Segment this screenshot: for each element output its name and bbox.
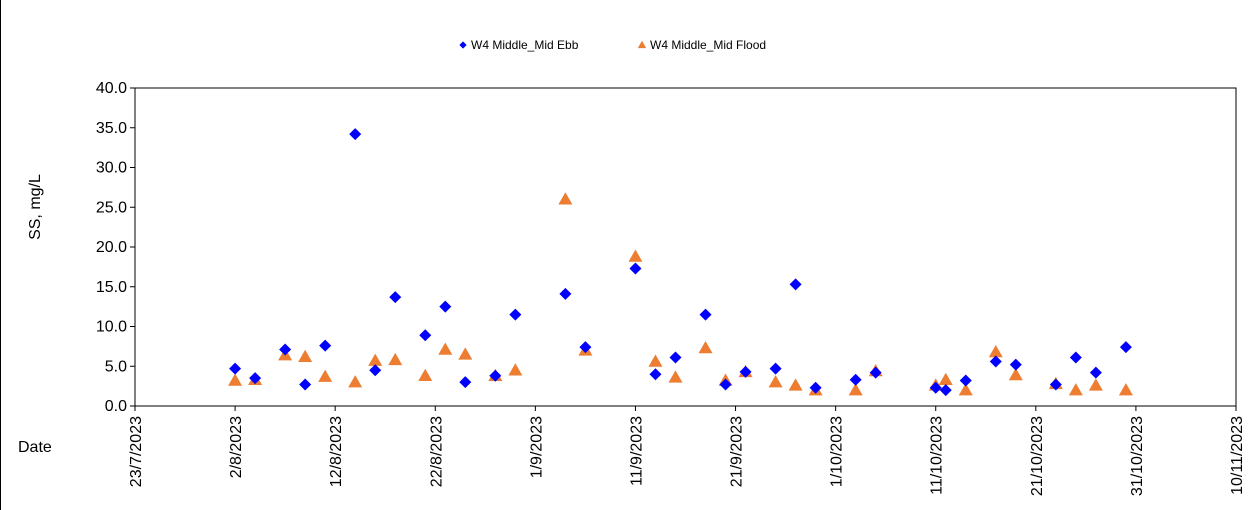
y-tick-label: 40.0: [96, 80, 127, 97]
flood-point-marker: [668, 370, 683, 383]
flood-point-marker: [318, 369, 333, 382]
flood-point-marker: [458, 347, 473, 360]
x-tick-label: 1/9/2023: [528, 416, 545, 478]
y-tick-label: 10.0: [96, 319, 127, 336]
x-tick-label: 31/10/2023: [1129, 416, 1146, 496]
flood-point-marker: [1118, 383, 1133, 396]
flood-point-marker: [958, 383, 973, 396]
ebb-point-marker: [579, 341, 592, 354]
flood-point-marker: [1008, 367, 1023, 381]
ebb-point-marker: [929, 381, 942, 394]
ebb-point-marker: [739, 365, 752, 378]
flood-point-marker: [848, 383, 863, 396]
ebb-point-marker: [1049, 378, 1062, 391]
x-tick-label: 21/9/2023: [729, 416, 746, 487]
ebb-point-marker: [459, 376, 472, 389]
y-tick-label: 15.0: [96, 279, 127, 296]
ebb-point-marker: [389, 291, 402, 304]
flood-point-marker: [368, 353, 383, 366]
ebb-point-marker: [489, 369, 502, 382]
x-axis-label: Date: [18, 439, 52, 456]
flood-point-marker: [1088, 378, 1103, 391]
ebb-point-marker: [939, 384, 952, 397]
y-tick-label: 0.0: [105, 398, 127, 415]
ebb-point-marker: [349, 128, 362, 141]
ebb-point-marker: [989, 355, 1002, 368]
y-tick-label: 25.0: [96, 199, 127, 216]
chart-legend: W4 Middle_Mid Ebb W4 Middle_Mid Flood: [459, 38, 766, 52]
flood-point-marker: [348, 375, 363, 388]
series-mid-ebb: [229, 128, 1132, 397]
ebb-point-marker: [959, 374, 972, 387]
x-tick-label: 23/7/2023: [128, 416, 145, 487]
ebb-point-marker: [1069, 351, 1082, 364]
y-axis: 0.0 5.0 10.0 15.0 20.0 25.0 30.0 35.0 40.0: [96, 80, 135, 415]
flood-point-marker: [508, 363, 523, 376]
x-tick-label: 10/11/2023: [1229, 416, 1246, 495]
data-markers: [228, 128, 1133, 397]
legend-ebb-marker-icon: [459, 41, 467, 49]
y-tick-label: 5.0: [105, 358, 127, 375]
ebb-point-marker: [869, 366, 882, 379]
ebb-point-marker: [669, 351, 682, 364]
ebb-point-marker: [509, 308, 522, 321]
ebb-point-marker: [439, 300, 452, 313]
x-tick-label: 11/9/2023: [628, 416, 645, 486]
ebb-point-marker: [769, 362, 782, 375]
legend-flood-marker-icon: [637, 40, 647, 49]
ebb-point-marker: [279, 343, 292, 356]
frame-left-border: [0, 0, 1, 510]
ebb-point-marker: [419, 329, 432, 342]
y-tick-label: 35.0: [96, 120, 127, 137]
ebb-point-marker: [319, 339, 332, 352]
ebb-point-marker: [649, 368, 662, 381]
ebb-point-marker: [1119, 341, 1132, 354]
x-tick-label: 22/8/2023: [428, 416, 445, 487]
flood-point-marker: [558, 192, 573, 205]
y-tick-label: 30.0: [96, 160, 127, 177]
flood-point-marker: [768, 375, 783, 388]
ebb-point-marker: [369, 364, 382, 377]
flood-point-marker: [388, 352, 403, 366]
ebb-point-marker: [249, 372, 262, 385]
ebb-point-marker: [629, 262, 642, 275]
x-tick-label: 2/8/2023: [228, 416, 245, 478]
flood-point-marker: [438, 342, 453, 355]
flood-point-marker: [698, 340, 713, 354]
legend-flood-label: W4 Middle_Mid Flood: [650, 38, 766, 52]
ebb-point-marker: [1009, 358, 1022, 371]
x-tick-label: 1/10/2023: [829, 416, 846, 487]
x-tick-label: 11/10/2023: [929, 416, 946, 495]
legend-ebb-label: W4 Middle_Mid Ebb: [471, 38, 579, 52]
series-mid-flood: [228, 192, 1133, 396]
ebb-point-marker: [299, 378, 312, 391]
flood-point-marker: [1068, 383, 1083, 396]
x-axis: 23/7/2023 2/8/2023 12/8/2023 22/8/2023 1/9/2…: [128, 406, 1246, 496]
ebb-point-marker: [559, 287, 572, 300]
ebb-point-marker: [229, 362, 242, 375]
flood-point-marker: [648, 354, 663, 367]
ebb-point-marker: [1089, 366, 1102, 379]
ebb-point-marker: [849, 373, 862, 386]
ebb-point-marker: [789, 278, 802, 291]
y-tick-label: 20.0: [96, 239, 127, 256]
x-tick-label: 12/8/2023: [328, 416, 345, 487]
flood-point-marker: [298, 349, 313, 362]
ebb-point-marker: [719, 378, 732, 391]
flood-point-marker: [418, 368, 433, 382]
ebb-point-marker: [699, 308, 712, 321]
x-tick-label: 21/10/2023: [1029, 416, 1046, 496]
flood-point-marker: [988, 344, 1003, 358]
flood-point-marker: [628, 249, 643, 262]
ebb-point-marker: [809, 381, 822, 394]
flood-point-marker: [228, 373, 243, 386]
flood-point-marker: [788, 378, 803, 391]
y-axis-label: SS, mg/L: [27, 174, 44, 240]
flood-point-marker: [938, 372, 953, 386]
